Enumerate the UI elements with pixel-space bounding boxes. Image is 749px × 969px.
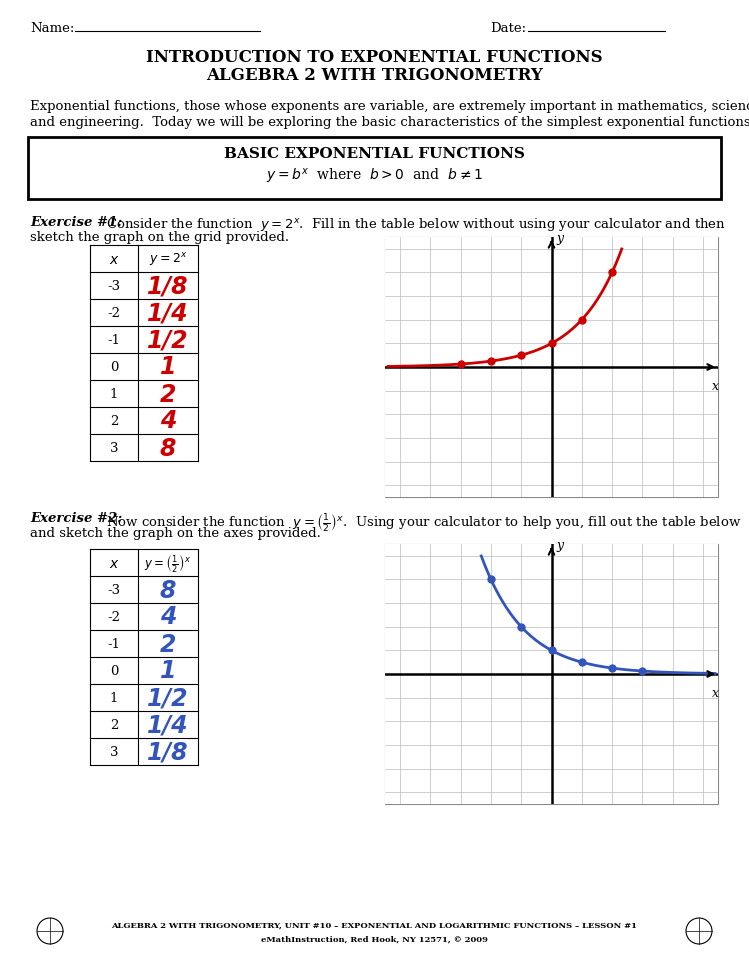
Text: x: x	[712, 380, 719, 392]
Text: 1: 1	[110, 388, 118, 400]
Text: Exercise #1:: Exercise #1:	[30, 216, 122, 229]
Text: 0: 0	[110, 665, 118, 677]
Text: 2: 2	[110, 718, 118, 732]
Bar	[28, 138, 721, 200]
Text: $x$: $x$	[109, 252, 119, 266]
Bar	[385, 545, 718, 804]
Text: 1: 1	[160, 355, 176, 379]
Text: 2: 2	[160, 632, 176, 656]
Text: 2: 2	[160, 382, 176, 406]
Text: 1/8: 1/8	[148, 274, 189, 298]
Text: Now consider the function  $y = \left(\frac{1}{2}\right)^x$.  Using your calcula: Now consider the function $y = \left(\fr…	[106, 512, 742, 533]
Text: 0: 0	[110, 360, 118, 374]
Text: 1: 1	[160, 659, 176, 683]
Text: Exponential functions, those whose exponents are variable, are extremely importa: Exponential functions, those whose expon…	[30, 100, 749, 112]
Text: -1: -1	[108, 333, 121, 347]
Text: Date:: Date:	[490, 21, 526, 35]
Text: 1/2: 1/2	[148, 328, 189, 352]
Text: x: x	[712, 686, 719, 699]
Text: $y = \left(\frac{1}{2}\right)^x$: $y = \left(\frac{1}{2}\right)^x$	[145, 552, 192, 574]
Text: eMathInstruction, Red Hook, NY 12571, © 2009: eMathInstruction, Red Hook, NY 12571, © …	[261, 935, 488, 943]
Text: 8: 8	[160, 578, 176, 602]
Text: 1/4: 1/4	[148, 713, 189, 736]
Text: Exercise #2:: Exercise #2:	[30, 512, 122, 524]
Text: 4: 4	[160, 605, 176, 629]
Text: 3: 3	[110, 745, 118, 758]
Text: y: y	[556, 232, 563, 245]
Text: 1: 1	[110, 691, 118, 704]
Text: ALGEBRA 2 WITH TRIGONOMETRY, UNIT #10 – EXPONENTIAL AND LOGARITHMIC FUNCTIONS – : ALGEBRA 2 WITH TRIGONOMETRY, UNIT #10 – …	[112, 922, 637, 929]
Text: 8: 8	[160, 436, 176, 460]
Text: -3: -3	[107, 280, 121, 293]
Text: -2: -2	[108, 306, 121, 320]
Text: INTRODUCTION TO EXPONENTIAL FUNCTIONS: INTRODUCTION TO EXPONENTIAL FUNCTIONS	[146, 49, 603, 67]
Text: -1: -1	[108, 638, 121, 650]
Text: and engineering.  Today we will be exploring the basic characteristics of the si: and engineering. Today we will be explor…	[30, 116, 749, 129]
Text: 1/8: 1/8	[148, 739, 189, 764]
Text: sketch the graph on the grid provided.: sketch the graph on the grid provided.	[30, 231, 289, 244]
Text: and sketch the graph on the axes provided.: and sketch the graph on the axes provide…	[30, 526, 321, 540]
Text: -3: -3	[107, 583, 121, 596]
Text: 3: 3	[110, 442, 118, 454]
Text: 2: 2	[110, 415, 118, 427]
Text: ALGEBRA 2 WITH TRIGONOMETRY: ALGEBRA 2 WITH TRIGONOMETRY	[206, 68, 543, 84]
Text: $y = b^x$  where  $b > 0$  and  $b \neq 1$: $y = b^x$ where $b > 0$ and $b \neq 1$	[266, 167, 483, 185]
Text: 1/2: 1/2	[148, 686, 189, 709]
Bar	[385, 237, 718, 497]
Text: -2: -2	[108, 610, 121, 623]
Text: 4: 4	[160, 409, 176, 433]
Text: $x$: $x$	[109, 556, 119, 570]
Text: Consider the function  $y = 2^x$.  Fill in the table below without using your ca: Consider the function $y = 2^x$. Fill in…	[106, 216, 726, 233]
Text: 1/4: 1/4	[148, 301, 189, 326]
Text: y: y	[556, 539, 563, 551]
Text: BASIC EXPONENTIAL FUNCTIONS: BASIC EXPONENTIAL FUNCTIONS	[224, 147, 525, 161]
Text: $y = 2^x$: $y = 2^x$	[149, 251, 187, 267]
Text: Name:: Name:	[30, 21, 74, 35]
